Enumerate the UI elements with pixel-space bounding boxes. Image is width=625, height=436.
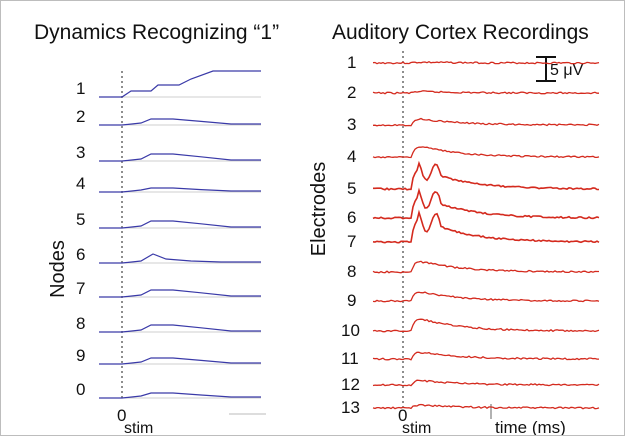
node-trace (99, 118, 261, 126)
electrode-trace (372, 379, 600, 387)
node-label: 4 (76, 174, 85, 193)
electrode-label: 4 (347, 147, 356, 166)
electrode-label: 6 (347, 208, 356, 227)
node-trace (99, 324, 261, 333)
left-zero-label: 0 (117, 406, 126, 425)
right-panel-ylabel: Electrodes (308, 162, 330, 257)
node-trace (99, 187, 261, 193)
electrode-trace (372, 209, 600, 244)
right-xlabel: time (ms) (495, 418, 566, 435)
electrode-label: 7 (347, 232, 356, 251)
electrode-label: 11 (341, 349, 359, 368)
electrode-trace (372, 60, 600, 65)
electrode-label: 8 (347, 262, 356, 281)
electrode-trace (372, 146, 600, 159)
electrode-trace (372, 187, 600, 220)
node-label: 8 (76, 314, 85, 333)
electrode-label: 2 (347, 83, 356, 102)
left-panel-ylabel: Nodes (47, 240, 69, 298)
electrode-label: 1 (347, 53, 356, 72)
node-trace (99, 289, 261, 298)
node-label: 5 (76, 210, 85, 229)
scale-bar: 5 μV (536, 56, 584, 82)
electrode-label: 9 (347, 291, 356, 310)
electrode-trace (372, 90, 599, 95)
electrode-trace (372, 318, 600, 333)
electrode-label: 13 (341, 398, 360, 417)
node-trace (99, 220, 261, 229)
electrode-trace (372, 351, 599, 361)
right-panel: Auditory Cortex Recordings Electrodes 0 … (308, 21, 600, 435)
node-trace (99, 153, 261, 162)
node-label: 9 (76, 346, 85, 365)
left-panel-title: Dynamics Recognizing “1” (34, 21, 279, 44)
node-label: 1 (76, 79, 85, 98)
node-trace (99, 253, 261, 264)
electrode-trace (373, 160, 599, 191)
electrode-label: 5 (347, 179, 356, 198)
scale-bar-label: 5 μV (550, 62, 584, 79)
node-label: 3 (76, 143, 85, 162)
electrode-trace (372, 291, 600, 303)
electrode-trace (372, 403, 600, 410)
electrode-trace (372, 260, 599, 274)
electrode-trace (372, 117, 600, 127)
node-label: 6 (76, 245, 85, 264)
right-zero-label: 0 (398, 406, 407, 425)
left-stim-label: stim (124, 420, 153, 435)
electrode-label: 12 (341, 375, 360, 394)
node-label: 0 (76, 380, 85, 399)
node-trace (99, 392, 261, 399)
right-stim-label: stim (402, 420, 431, 435)
electrode-label: 3 (347, 115, 356, 134)
right-panel-title: Auditory Cortex Recordings (332, 21, 589, 44)
electrode-label: 10 (341, 321, 360, 340)
node-label: 7 (76, 279, 85, 298)
node-trace (99, 357, 261, 365)
left-panel: Dynamics Recognizing “1” Nodes 0 stim 1 2… (34, 21, 279, 435)
node-trace (99, 70, 261, 98)
node-label: 2 (76, 107, 85, 126)
left-traces: 1 2 3 4 5 6 7 8 9 0 (76, 70, 261, 399)
